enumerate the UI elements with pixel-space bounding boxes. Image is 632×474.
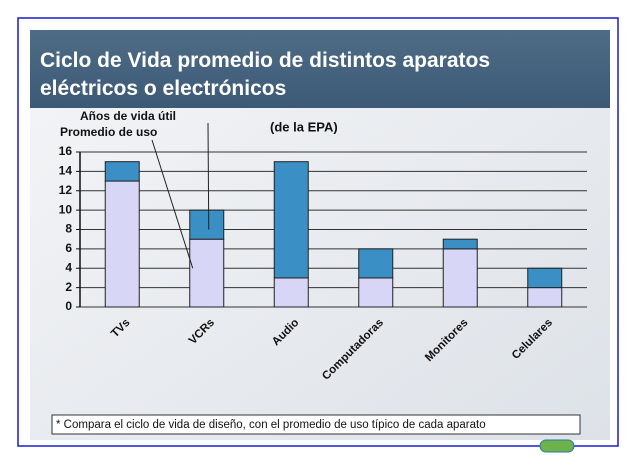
bar-segment bbox=[527, 267, 563, 289]
bar-segment bbox=[527, 287, 563, 308]
legend-leader bbox=[151, 139, 194, 269]
y-tick-label: 6 bbox=[65, 241, 72, 255]
bar-segment bbox=[189, 209, 225, 240]
bar-segment bbox=[442, 248, 478, 308]
y-tick-label: 0 bbox=[65, 299, 72, 313]
bar-segment bbox=[273, 161, 309, 279]
chart-title: Ciclo de Vida promedio de distintos apar… bbox=[40, 49, 496, 100]
y-tick-label: 2 bbox=[65, 280, 72, 294]
bar-segment bbox=[104, 161, 140, 182]
subtitle: (de la EPA) bbox=[270, 119, 338, 134]
bar-segment bbox=[442, 238, 478, 250]
title-line: eléctricos o electrónicos bbox=[40, 77, 286, 100]
logo bbox=[539, 439, 575, 453]
bar-segment bbox=[273, 277, 309, 308]
title-line: Ciclo de Vida promedio de distintos apar… bbox=[40, 49, 490, 72]
title-banner bbox=[30, 30, 610, 108]
y-tick-label: 4 bbox=[65, 260, 72, 274]
bar-segment bbox=[358, 277, 394, 308]
bar-segment bbox=[189, 238, 225, 308]
legend-label: Promedio de uso bbox=[60, 125, 157, 139]
y-tick-label: 8 bbox=[65, 222, 72, 236]
y-tick-label: 12 bbox=[59, 183, 73, 197]
y-tick-label: 16 bbox=[59, 144, 73, 158]
footnote: * Compara el ciclo de vida de diseño, co… bbox=[56, 419, 486, 431]
bar-segment bbox=[104, 180, 140, 308]
y-tick-label: 10 bbox=[59, 202, 73, 216]
bar-segment bbox=[358, 248, 394, 279]
legend-leader bbox=[207, 122, 210, 230]
y-tick-label: 14 bbox=[59, 164, 73, 178]
legend-label: Años de vida útil bbox=[80, 109, 176, 123]
footnote-box bbox=[51, 414, 581, 435]
